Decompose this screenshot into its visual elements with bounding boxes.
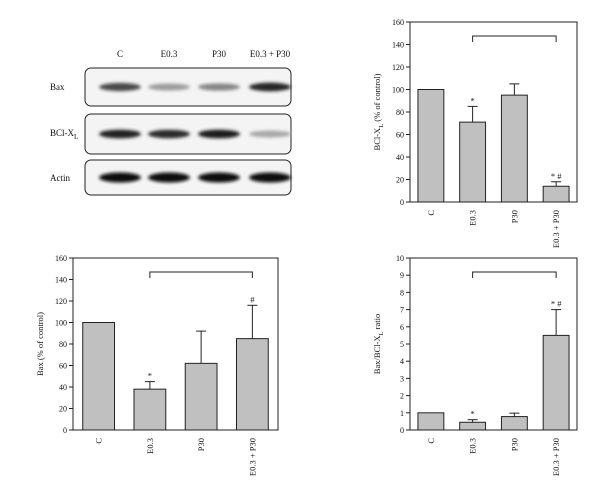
blot-row-label-actin: Actin: [50, 173, 70, 183]
y-axis-label: BCl-XL (% of control): [372, 73, 385, 150]
bclxl-percent-control-chart: 0 20 40 60 80 100 120 140 160 BCl-XL (% of contro…: [372, 18, 578, 248]
y-axis-label: Bax/BCl-XL ratio: [372, 314, 385, 374]
comparison-bracket: [472, 35, 557, 42]
blot-band: [148, 172, 190, 183]
y-tick-label: 160: [55, 254, 67, 263]
bar: [500, 416, 528, 431]
y-tick-label: 80: [396, 108, 404, 117]
blot-band: [249, 172, 291, 183]
western-blot-panel: C E0.3 P30 E0.3 + P30 Bax BCl-XL Actin: [50, 49, 292, 196]
y-tick-label: 8: [400, 288, 404, 297]
blot-band: [99, 129, 141, 139]
y-tick-label: 100: [55, 319, 67, 328]
blot-band: [148, 129, 190, 139]
y-tick-label: 6: [400, 323, 404, 332]
x-tick-label: E0.3: [468, 210, 478, 226]
y-tick-label: 0: [400, 198, 404, 207]
bar: [542, 185, 570, 203]
x-tick-label: P30: [196, 438, 206, 451]
y-tick-label: 1: [400, 409, 404, 418]
bar: [459, 421, 487, 431]
bax-bclxl-ratio-chart: 0 1 2 3 4 5 6 7 8 9 10 Bax/BCl-XL ratio C * E0.3 P30 * #…: [372, 254, 578, 476]
y-tick-label: 20: [59, 405, 67, 414]
bax-percent-control-chart: 0 20 40 60 80 100 120 140 160 Bax (% of control) C…: [35, 254, 279, 476]
bar: [235, 338, 269, 431]
blot-row-label-bclx: BCl-XL: [50, 128, 78, 141]
x-tick-label: P30: [509, 438, 519, 451]
x-tick-label: E0.3 + P30: [551, 210, 561, 248]
bar: [459, 121, 487, 203]
y-tick-label: 0: [63, 426, 67, 435]
y-tick-label: 60: [59, 362, 67, 371]
y-tick-label: 0: [400, 426, 404, 435]
bar: [133, 388, 167, 431]
x-tick-label: C: [426, 438, 436, 444]
x-tick-label: C: [94, 438, 104, 444]
significance-mark: * #: [551, 299, 562, 309]
y-tick-label: 3: [400, 374, 404, 383]
label-suffix: ratio: [372, 314, 382, 332]
x-tick-label: E0.3 + P30: [247, 438, 257, 476]
label-suffix: (% of control): [372, 73, 382, 123]
y-tick-label: 60: [396, 131, 404, 140]
bar: [417, 89, 445, 203]
bar: [542, 334, 570, 431]
subscript: L: [378, 124, 385, 128]
bar: [184, 362, 218, 431]
y-tick-label: 4: [400, 357, 404, 366]
y-tick-label: 80: [59, 340, 67, 349]
y-tick-label: 40: [396, 153, 404, 162]
significance-mark: * #: [551, 171, 562, 181]
y-tick-label: 40: [59, 383, 67, 392]
y-tick-label: 9: [400, 271, 404, 280]
y-tick-label: 20: [396, 176, 404, 185]
significance-mark: *: [471, 409, 475, 419]
bar: [500, 94, 528, 203]
blot-lane-label: E0.3: [161, 49, 178, 59]
x-tick-label: E0.3: [145, 438, 155, 454]
y-axis-label: Bax (% of control): [35, 312, 45, 376]
y-tick-label: 2: [400, 392, 404, 401]
blot-band: [198, 83, 240, 91]
blot-lane-label: P30: [212, 49, 227, 59]
y-tick-label: 100: [392, 86, 404, 95]
blot-band: [198, 172, 240, 183]
subscript: L: [378, 331, 385, 335]
x-tick-label: E0.3: [468, 438, 478, 454]
blot-band: [198, 129, 240, 139]
blot-lane-label: E0.3 + P30: [250, 49, 291, 59]
y-tick-label: 120: [55, 297, 67, 306]
y-tick-label: 140: [392, 41, 404, 50]
y-tick-label: 120: [392, 63, 404, 72]
y-tick-label: 7: [400, 306, 404, 315]
blot-band: [148, 83, 190, 91]
y-tick-label: 10: [396, 254, 404, 263]
x-tick-label: C: [426, 210, 436, 216]
blot-band: [99, 172, 141, 183]
blot-row-label-bax: Bax: [50, 82, 65, 92]
x-tick-label: P30: [509, 210, 519, 223]
blot-band: [99, 82, 141, 92]
y-tick-label: 5: [400, 340, 404, 349]
blot-lane-label: C: [117, 49, 123, 59]
significance-mark: *: [148, 371, 152, 381]
y-tick-label: 160: [392, 18, 404, 27]
x-tick-label: E0.3 + P30: [551, 438, 561, 476]
y-tick-label: 140: [55, 276, 67, 285]
significance-mark: #: [250, 294, 255, 304]
significance-mark: *: [471, 95, 475, 105]
blot-band: [249, 130, 291, 138]
bar: [82, 322, 116, 431]
bar: [417, 412, 445, 431]
comparison-bracket: [149, 271, 253, 278]
comparison-bracket: [472, 271, 557, 278]
subscript: L: [74, 133, 78, 141]
blot-band: [249, 82, 291, 92]
